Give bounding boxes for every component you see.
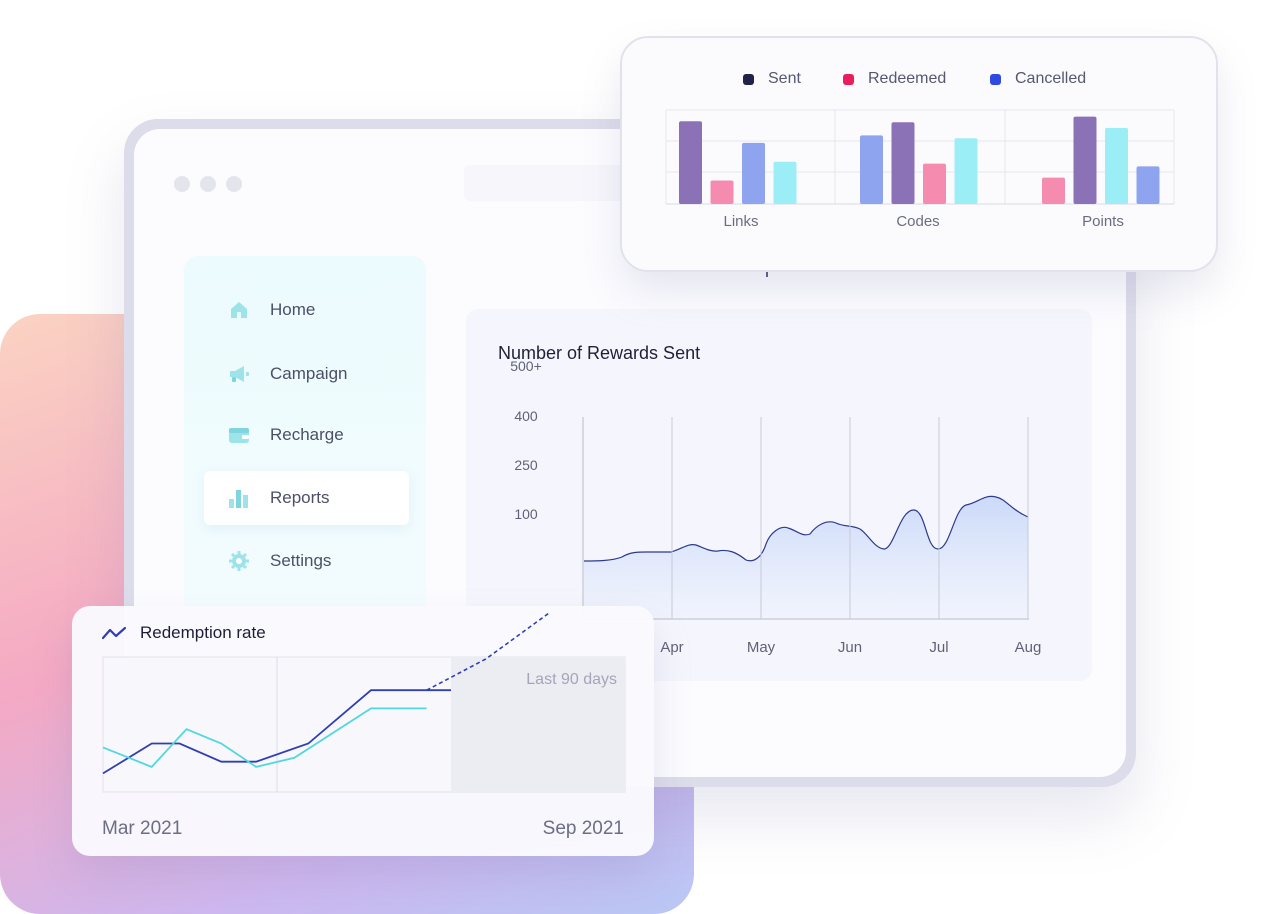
bar-codes-redeemed — [923, 163, 946, 204]
divider-mark — [766, 267, 768, 277]
x-tick-label: Codes — [896, 213, 939, 230]
window-dot — [200, 176, 216, 192]
megaphone-icon — [228, 363, 250, 385]
redemption-rate-card: Redemption rate Last 90 days Mar 2021 Se… — [72, 606, 654, 856]
bar-links-redeemed — [710, 180, 734, 204]
bar-points-sent — [1073, 116, 1097, 204]
legend-swatch — [743, 73, 754, 85]
legend-swatch — [990, 73, 1001, 85]
legend-item-sent: Sent — [743, 70, 801, 88]
search-bar-placeholder — [464, 165, 644, 201]
bar-points-redeemed — [1042, 177, 1065, 204]
gear-icon — [228, 550, 250, 572]
sidebar-item-settings[interactable]: Settings — [204, 534, 409, 588]
forecast-label: Last 90 days — [526, 671, 617, 688]
legend-label: Cancelled — [1015, 70, 1087, 87]
sidebar-item-label: Campaign — [270, 364, 348, 383]
rate-series-line — [102, 689, 451, 775]
bar-codes-cancelled — [860, 135, 883, 204]
y-tick-label: 400 — [514, 408, 538, 424]
y-tick-label: 500+ — [510, 358, 542, 374]
grouped-bar-chart: Links Codes Points — [665, 109, 1175, 230]
sidebar-item-home[interactable]: Home — [204, 283, 409, 337]
bar-links-sent — [679, 121, 702, 204]
bar-links-cancelled — [742, 142, 765, 204]
bar-codes-sent — [891, 122, 915, 204]
home-icon — [228, 299, 250, 321]
legend-label: Sent — [768, 70, 801, 87]
x-tick-label: Jun — [838, 639, 862, 656]
y-tick-label: 250 — [514, 457, 538, 473]
sidebar: Home Campaign Recharge Reports — [184, 256, 426, 616]
area-line — [583, 495, 1029, 562]
sidebar-item-label: Recharge — [270, 425, 344, 444]
x-tick-label: Jul — [929, 639, 948, 656]
redemption-line-chart: Last 90 days — [102, 612, 626, 793]
date-end: Sep 2021 — [542, 818, 624, 839]
x-tick-label: Links — [723, 213, 758, 230]
bar-chart-icon — [228, 487, 250, 509]
window-body: Home Campaign Recharge Reports — [134, 129, 1126, 777]
sidebar-item-label: Home — [270, 300, 316, 319]
forecast-region — [451, 657, 625, 792]
rewards-area-chart: 500+ 400 250 100 Apr May Jun Jul Aug — [510, 358, 1042, 656]
sidebar-item-reports[interactable]: Reports — [204, 471, 409, 525]
legend-item-cancelled: Cancelled — [990, 70, 1086, 88]
sidebar-item-label: Settings — [270, 551, 332, 570]
x-tick-label: Aug — [1015, 639, 1042, 656]
forecast-line — [426, 612, 549, 691]
bar-codes-cyan — [954, 138, 978, 204]
window-dot — [226, 176, 242, 192]
window-dot — [174, 176, 190, 192]
bar-points-cancelled — [1136, 166, 1160, 204]
sidebar-item-label: Reports — [270, 488, 330, 507]
legend-item-redeemed: Redeemed — [843, 70, 946, 88]
x-tick-label: Points — [1082, 213, 1124, 230]
sidebar-item-recharge[interactable]: Recharge — [204, 408, 409, 462]
redemption-title: Redemption rate — [140, 623, 266, 642]
date-start: Mar 2021 — [102, 818, 183, 839]
legend-label: Redeemed — [868, 70, 947, 87]
trend-line-icon — [101, 626, 127, 645]
legend-swatch — [843, 73, 854, 85]
x-tick-label: May — [747, 639, 776, 656]
bar-links-cyan — [773, 161, 797, 204]
wallet-icon — [228, 424, 250, 446]
y-tick-label: 100 — [514, 506, 538, 522]
rate-series-line — [102, 707, 427, 768]
area-fill — [584, 496, 1028, 619]
bar-points-cyan — [1105, 127, 1128, 204]
rewards-breakdown-card: Sent Redeemed Cancelled Links Codes Points — [620, 36, 1218, 272]
x-tick-label: Apr — [660, 639, 683, 656]
chart-title: Number of Rewards Sent — [498, 343, 701, 363]
sidebar-item-campaign[interactable]: Campaign — [204, 347, 409, 401]
